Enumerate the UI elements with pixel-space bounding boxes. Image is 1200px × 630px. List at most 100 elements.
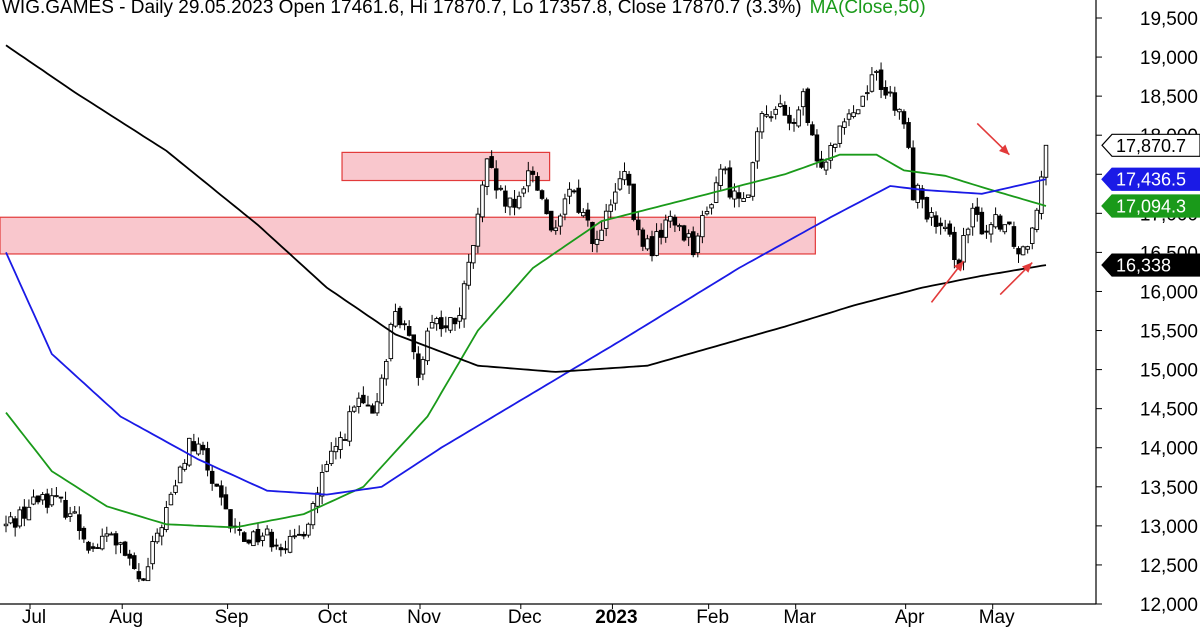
candle — [975, 197, 980, 222]
candle — [970, 203, 975, 236]
candle — [700, 210, 705, 244]
candle — [438, 310, 444, 337]
candle — [984, 224, 989, 239]
candle — [645, 234, 650, 251]
candle — [461, 280, 467, 328]
candle — [471, 245, 476, 269]
candle — [81, 526, 87, 543]
candle — [892, 86, 898, 116]
candle — [901, 109, 907, 129]
candle — [191, 433, 197, 452]
candle — [67, 506, 73, 522]
candle — [663, 214, 668, 243]
candle — [535, 172, 540, 191]
candle — [3, 515, 9, 533]
candle — [878, 62, 884, 99]
candle — [1025, 245, 1030, 254]
candle — [768, 111, 774, 122]
candle — [548, 210, 554, 233]
candle — [993, 207, 998, 229]
candle — [530, 166, 536, 183]
candle — [379, 374, 384, 407]
x-tick-label: Apr — [895, 607, 925, 628]
candle — [640, 227, 646, 251]
candle — [44, 488, 50, 514]
candle — [553, 220, 559, 235]
candle — [920, 185, 925, 209]
candle — [704, 206, 710, 216]
y-tick-label: 12,000 — [1140, 595, 1198, 616]
candle — [416, 346, 421, 386]
candle — [480, 181, 485, 223]
candle — [329, 442, 334, 466]
candle — [709, 203, 714, 215]
x-tick-label: Feb — [696, 607, 729, 628]
candle — [274, 538, 279, 550]
arrow-bottom-1 — [930, 260, 965, 303]
candle — [942, 219, 948, 232]
candle — [388, 322, 394, 362]
candle — [1007, 221, 1012, 226]
candle — [54, 486, 59, 498]
candle — [136, 563, 142, 583]
highlight-zones — [0, 151, 816, 255]
candle — [1043, 144, 1049, 186]
candle — [187, 437, 192, 467]
candle — [12, 516, 18, 537]
candle — [466, 253, 471, 290]
candle — [370, 403, 375, 414]
y-tick-label: 14,000 — [1140, 439, 1198, 460]
candle — [35, 495, 41, 505]
candle — [915, 183, 920, 209]
candle — [223, 486, 229, 510]
candle — [434, 316, 439, 331]
candle — [810, 121, 815, 136]
candle — [168, 491, 174, 506]
candle — [833, 143, 838, 153]
candle — [1030, 226, 1035, 250]
candle — [365, 395, 371, 407]
chart-title: WIG.GAMES - Daily 29.05.2023 Open 17461.… — [2, 0, 926, 18]
y-tick-label: 15,500 — [1140, 322, 1198, 343]
candle — [933, 211, 939, 234]
candle — [562, 193, 568, 221]
candle — [567, 182, 572, 205]
candle — [182, 459, 187, 472]
title-symbol: WIG.GAMES — [2, 0, 114, 18]
candle — [237, 521, 242, 536]
candle — [759, 111, 765, 139]
candle — [324, 460, 329, 473]
candle — [773, 106, 778, 120]
x-tick-label: Sep — [215, 607, 249, 628]
arrow-breakout — [976, 122, 1010, 156]
ma50-tag: 17,094.3 — [1101, 194, 1200, 218]
candle — [997, 213, 1003, 232]
candle — [952, 226, 957, 269]
x-tick-label: 2023 — [595, 607, 637, 628]
ma-line — [5, 153, 1047, 529]
x-tick-label: May — [979, 607, 1015, 628]
candle — [837, 125, 843, 148]
candle — [17, 506, 22, 529]
candle — [384, 358, 389, 386]
y-tick-label: 15,000 — [1140, 361, 1198, 382]
y-tick-label: 13,000 — [1140, 517, 1198, 538]
candle — [617, 170, 623, 191]
svg-text:17,094.3: 17,094.3 — [1116, 196, 1186, 216]
candle — [77, 506, 82, 540]
candle — [851, 105, 856, 119]
candle — [196, 437, 201, 456]
y-tick-label: 19,500 — [1140, 9, 1198, 30]
candle — [306, 522, 311, 538]
candle — [782, 101, 788, 116]
candle — [310, 501, 316, 530]
candle — [498, 185, 504, 192]
candle — [658, 223, 664, 245]
candle — [292, 528, 297, 540]
candle — [429, 314, 435, 329]
candle — [910, 140, 916, 201]
x-tick-label: Dec — [508, 607, 542, 628]
candle — [571, 189, 577, 194]
candle — [99, 528, 105, 551]
